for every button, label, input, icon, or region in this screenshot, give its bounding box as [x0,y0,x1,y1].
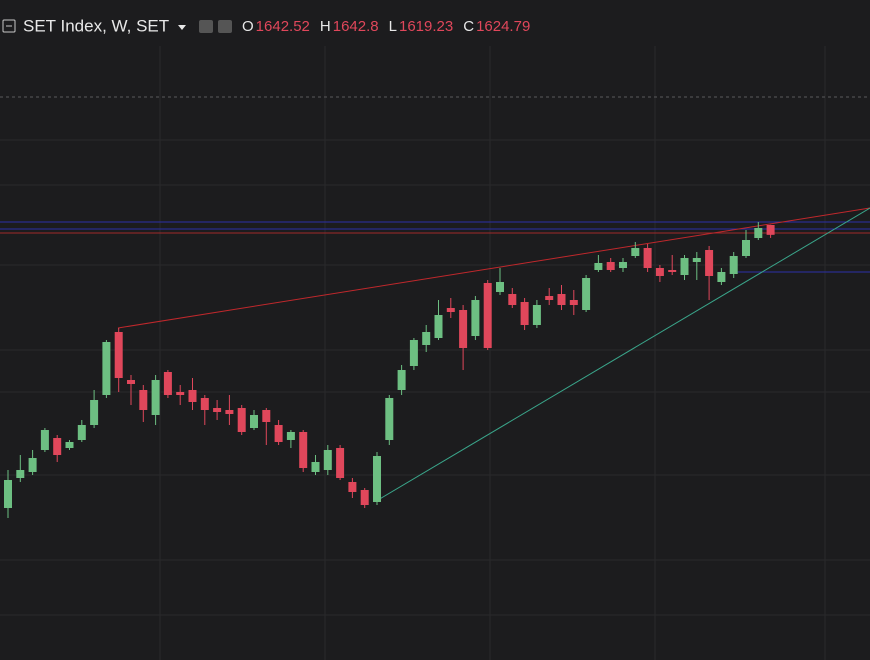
dropdown-caret[interactable] [178,25,186,30]
candle-body [250,415,258,428]
candle-body [742,240,750,256]
ohlc-value: 1624.79 [476,18,530,35]
collapse-icon[interactable] [2,19,16,33]
candle-body [385,398,394,440]
candle-body [397,370,406,390]
candle-body [520,302,529,325]
candle-body [569,300,578,305]
ohlc-key: L [389,18,397,35]
candle-body [594,263,603,270]
candle-body [373,456,381,502]
candle-body [336,448,345,478]
candle-body [446,308,455,312]
candle-body [28,458,37,472]
candle-body [692,258,701,262]
candle-body [532,305,541,325]
candle-body [139,390,148,410]
candle-body [176,392,185,395]
candle-body [151,380,160,415]
candle-body [754,228,763,238]
candle-body [496,282,504,292]
candle-body [483,283,492,348]
candle-body [114,332,123,378]
candle-body [311,462,320,472]
candle-body [508,294,517,305]
candle-body [557,294,566,305]
candle-body [16,470,25,478]
settings-icon[interactable] [218,20,232,33]
grid [0,45,870,660]
candle-body [582,278,591,310]
candle-body [655,268,664,276]
candle-body [717,272,726,282]
candle-body [4,480,12,508]
candles [4,222,775,518]
candle-body [409,340,418,366]
candle-body [705,250,714,276]
candle-body [200,398,209,410]
candle-body [299,432,308,468]
candle-body [348,482,357,492]
candle-body [274,425,283,442]
candle-body [729,256,738,274]
trend-line [377,207,870,501]
candle-body [459,310,468,348]
candle-body [360,490,369,505]
ohlc-legend: O 1642.52 H 1642.8 L 1619.23 C 1624.79 [242,18,530,35]
header-bar [0,0,870,46]
ohlc-value: 1619.23 [399,18,453,35]
candle-body [643,248,652,268]
candle-body [40,430,49,450]
candle-body [545,296,554,300]
trend-line [117,207,870,329]
candle-body [213,408,222,412]
candle-body [225,410,234,414]
ohlc-key: C [463,18,474,35]
candle-body [237,408,246,432]
candle-body [65,442,74,448]
ohlc-key: O [242,18,254,35]
candle-body [323,450,332,470]
candle-body [668,270,677,272]
ohlc-key: H [320,18,331,35]
candle-body [53,438,62,455]
candle-body [188,390,197,402]
eye-icon[interactable] [199,20,213,33]
candle-body [680,258,689,275]
candle-body [766,224,775,235]
drawings [0,207,870,501]
candle-body [471,300,480,336]
symbol-title[interactable]: SET Index, W, SET [23,16,169,35]
candle-body [102,342,111,395]
candle-body [127,380,135,384]
ohlc-value: 1642.8 [333,18,379,35]
candle-body [422,332,431,345]
candle-body [262,410,271,422]
candle-body [631,248,640,256]
candle-body [286,432,295,440]
candle-body [606,262,615,270]
candle-body [163,372,172,395]
candle-body [77,425,86,440]
candle-body [619,262,627,268]
ohlc-value: 1642.52 [256,18,310,35]
candle-body [434,315,443,338]
candle-body [90,400,99,425]
